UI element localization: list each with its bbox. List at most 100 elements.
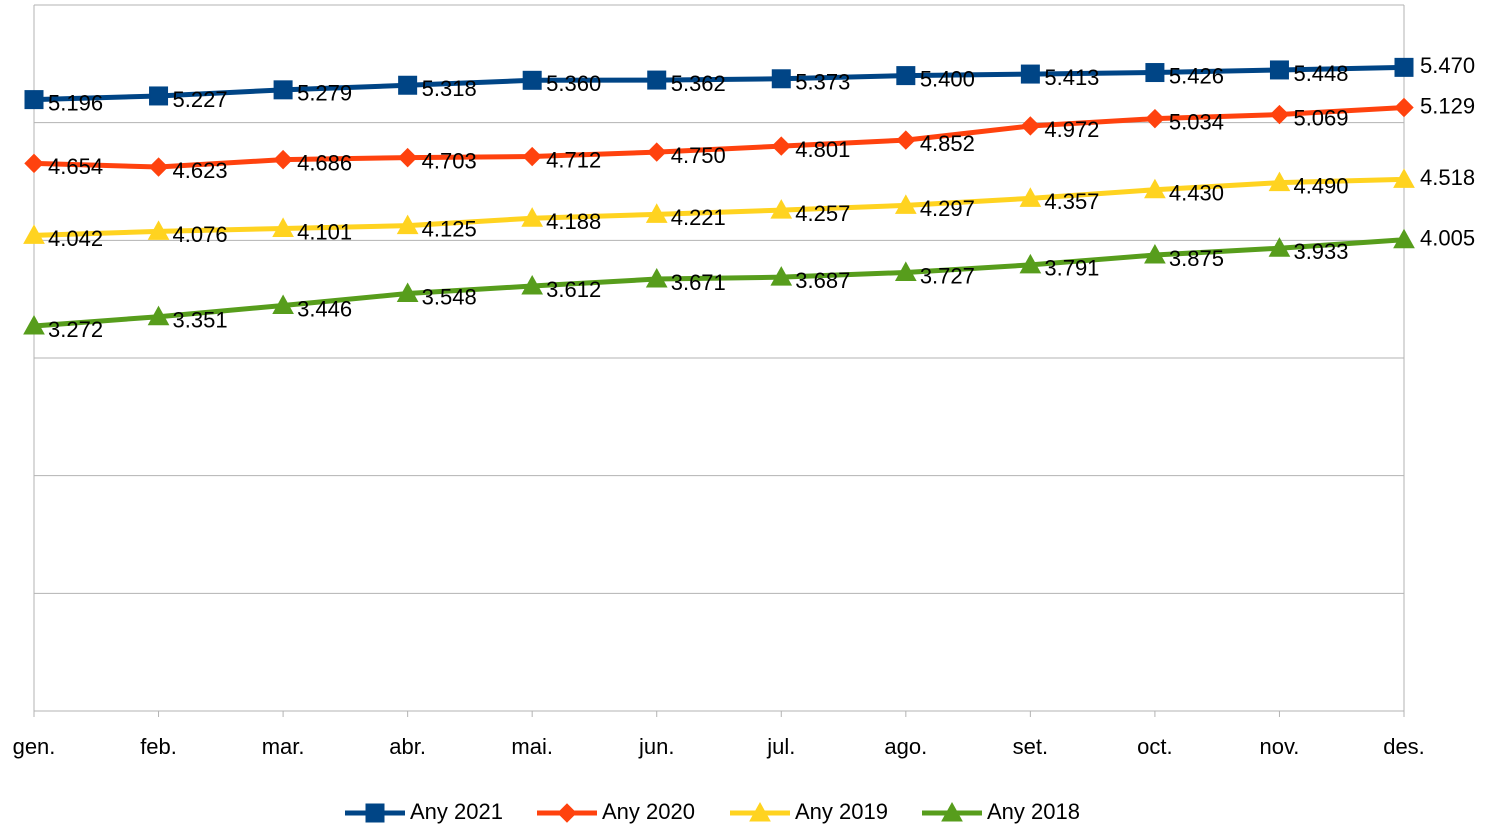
data-point [770, 199, 793, 219]
data-label: 4.430 [1169, 181, 1224, 206]
data-point [894, 261, 917, 281]
data-point [1269, 60, 1289, 80]
x-tick-label: ago. [884, 734, 927, 759]
data-label: 4.623 [173, 158, 228, 183]
data-point [896, 66, 916, 86]
data-label: 3.612 [546, 277, 601, 302]
data-label: 5.470 [1420, 53, 1475, 78]
data-label: 5.362 [671, 71, 726, 96]
data-label: 4.257 [795, 201, 850, 226]
data-label: 4.801 [795, 137, 850, 162]
data-label: 4.750 [671, 143, 726, 168]
data-point [1268, 237, 1291, 257]
legend-marker [365, 803, 385, 823]
data-point [1144, 244, 1166, 264]
data-label: 4.357 [1044, 189, 1099, 214]
x-tick-label: des. [1383, 734, 1425, 759]
data-point [149, 86, 169, 106]
data-point [23, 314, 45, 335]
data-label: 3.548 [422, 284, 477, 309]
x-tick-label: set. [1013, 734, 1048, 759]
data-point [1145, 63, 1165, 83]
x-tick-label: feb. [140, 734, 177, 759]
data-point [1393, 228, 1415, 249]
data-point [771, 136, 791, 156]
data-label: 5.279 [297, 81, 352, 106]
x-tick-label: abr. [389, 734, 426, 759]
data-label: 4.686 [297, 150, 352, 175]
data-label: 5.227 [173, 87, 228, 112]
legend-label: Any 2021 [410, 799, 503, 824]
data-label: 3.671 [671, 270, 726, 295]
data-label: 3.446 [297, 296, 352, 321]
data-point [1144, 178, 1166, 199]
data-point [1393, 168, 1415, 188]
x-tick-label: mar. [262, 734, 305, 759]
data-label: 5.448 [1293, 61, 1348, 86]
data-label: 5.373 [795, 70, 850, 95]
data-point [273, 149, 293, 170]
x-tick-label: nov. [1259, 734, 1299, 759]
x-tick-label: mai. [511, 734, 553, 759]
series-line [33, 104, 1405, 170]
data-label: 4.703 [422, 148, 477, 173]
series-line [33, 176, 1405, 238]
legend-marker [941, 801, 963, 822]
data-label: 5.360 [546, 71, 601, 96]
data-point [273, 80, 293, 100]
data-label: 4.221 [671, 205, 726, 230]
data-point [1145, 108, 1165, 129]
data-point [272, 294, 294, 315]
data-point [1019, 253, 1042, 274]
data-label: 3.272 [48, 317, 103, 342]
data-label: 4.076 [173, 222, 228, 247]
data-label: 3.933 [1293, 239, 1348, 264]
series-line [33, 64, 1405, 103]
data-point [521, 274, 544, 295]
legend-label: Any 2018 [987, 799, 1080, 824]
data-label: 5.413 [1044, 65, 1099, 90]
x-tick-label: jul. [766, 734, 795, 759]
data-label: 4.518 [1420, 165, 1475, 190]
legend-marker [749, 801, 771, 822]
data-point [397, 147, 418, 168]
data-point [771, 69, 791, 89]
data-label: 4.101 [297, 219, 352, 244]
data-point [521, 207, 544, 227]
data-point [770, 266, 793, 286]
data-label: 3.687 [795, 268, 850, 293]
data-point [398, 75, 418, 95]
data-point [1019, 187, 1042, 207]
data-label: 4.852 [920, 131, 975, 156]
legend-label: Any 2020 [602, 799, 695, 824]
data-point [647, 142, 667, 162]
data-label: 5.129 [1420, 93, 1475, 118]
data-label: 5.400 [920, 66, 975, 91]
data-point [24, 153, 44, 174]
data-label: 4.712 [546, 147, 601, 172]
data-point [147, 220, 170, 240]
data-label: 4.490 [1293, 173, 1348, 198]
data-label: 3.351 [173, 308, 228, 333]
data-label: 5.069 [1293, 105, 1348, 130]
data-point [645, 203, 668, 223]
data-point [23, 224, 45, 244]
data-label: 3.875 [1169, 246, 1224, 271]
data-point [1269, 104, 1290, 125]
data-point [896, 130, 916, 150]
legend-marker [557, 803, 577, 823]
data-label: 4.042 [48, 226, 103, 251]
data-point [1394, 57, 1414, 77]
data-point [1268, 171, 1291, 192]
data-point [1394, 97, 1414, 118]
data-label: 4.972 [1044, 117, 1099, 142]
data-point [147, 305, 170, 326]
data-label: 4.297 [920, 196, 975, 221]
data-label: 5.196 [48, 90, 103, 115]
data-label: 3.727 [920, 263, 975, 288]
x-tick-label: jun. [638, 734, 674, 759]
data-point [894, 194, 917, 214]
data-point [24, 90, 44, 110]
data-point [396, 282, 419, 303]
